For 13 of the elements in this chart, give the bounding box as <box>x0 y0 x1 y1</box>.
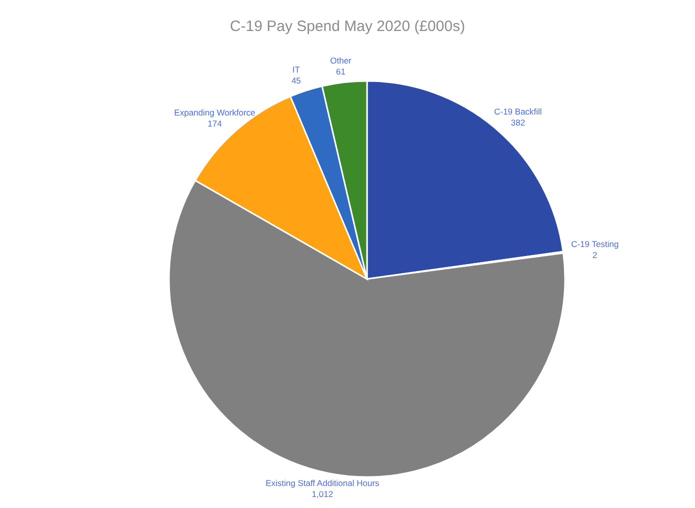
chart-title: C-19 Pay Spend May 2020 (£000s) <box>228 18 466 35</box>
slice-label: Existing Staff Additional Hours <box>266 478 380 488</box>
slice-label: C-19 Backfill <box>494 106 542 117</box>
slice-label: Expanding Workforce <box>174 108 256 118</box>
data-label: 45 <box>291 75 302 86</box>
data-label: 174 <box>208 118 222 129</box>
slice-label: IT <box>292 64 300 74</box>
slice-label: Other <box>330 55 352 66</box>
data-label: 2 <box>592 250 598 260</box>
data-label: 61 <box>336 66 346 76</box>
slice-label: C-19 Testing <box>571 239 619 250</box>
data-label: 382 <box>510 118 526 128</box>
data-label: 1,012 <box>312 488 334 499</box>
